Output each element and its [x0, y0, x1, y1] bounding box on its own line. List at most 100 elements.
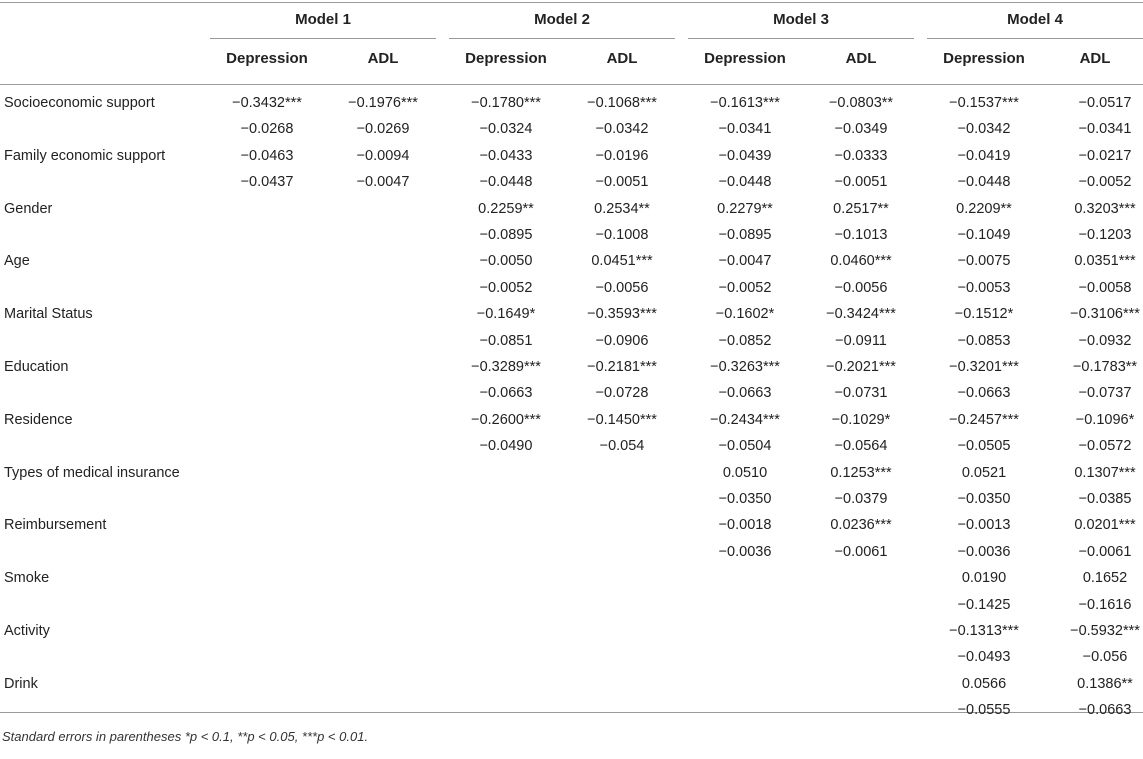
standard-error-cell: −0.056 [1082, 649, 1128, 666]
coefficient-cell [447, 514, 565, 536]
subheader-depression: Depression [226, 50, 308, 67]
standard-error-cell [208, 646, 326, 668]
standard-error-cell: −0.0504 [718, 438, 772, 455]
standard-error-cell: −0.0932 [1078, 332, 1132, 349]
standard-error-cell: −0.0448 [479, 174, 533, 191]
subheader-adl: ADL [1079, 50, 1111, 67]
standard-error-cell [563, 699, 681, 721]
standard-error-cell: −0.1049 [957, 226, 1011, 243]
coefficient-cell [208, 620, 326, 642]
standard-error-cell: −0.0061 [834, 543, 888, 560]
table-header-rule [0, 84, 1143, 85]
row-label: Types of medical insurance [4, 464, 180, 481]
row-label: Reimbursement [4, 517, 107, 534]
coefficient-cell: 0.0460*** [830, 253, 892, 270]
subheader-adl: ADL [367, 50, 399, 67]
standard-error-cell [324, 699, 442, 721]
standard-error-cell [802, 646, 920, 668]
coefficient-cell [324, 250, 442, 272]
standard-error-cell: −0.1013 [834, 226, 888, 243]
standard-error-cell: −0.0906 [595, 332, 649, 349]
coefficient-cell: 0.0190 [961, 570, 1007, 587]
coefficient-cell: −0.2600*** [471, 411, 541, 428]
coefficient-cell: −0.0463 [240, 147, 294, 164]
coefficient-cell: 0.2209** [956, 200, 1012, 217]
standard-error-cell: −0.0379 [834, 490, 888, 507]
coefficient-cell: −0.1029* [831, 411, 891, 428]
standard-error-cell [208, 488, 326, 510]
table-footnote: Standard errors in parentheses *p < 0.1,… [2, 729, 369, 744]
standard-error-cell: −0.0036 [718, 543, 772, 560]
coefficient-cell [324, 356, 442, 378]
standard-error-cell [324, 224, 442, 246]
coefficient-cell: 0.1652 [1082, 570, 1128, 587]
standard-error-cell [563, 541, 681, 563]
coefficient-cell: −0.1783** [1072, 359, 1138, 375]
standard-error-cell: −0.0853 [957, 332, 1011, 349]
standard-error-cell [324, 594, 442, 616]
standard-error-cell: −0.0728 [595, 385, 649, 402]
coefficient-cell: 0.2279** [717, 200, 773, 217]
standard-error-cell: −0.0051 [834, 174, 888, 191]
row-label: Age [4, 253, 30, 270]
standard-error-cell [208, 277, 326, 299]
coefficient-cell [802, 567, 920, 589]
subheader-depression: Depression [465, 50, 547, 67]
coefficient-cell [802, 620, 920, 642]
coefficient-cell: −0.0439 [718, 147, 772, 164]
coefficient-cell: −0.0217 [1078, 147, 1132, 164]
standard-error-cell [324, 488, 442, 510]
standard-error-cell [324, 330, 442, 352]
coefficient-cell: 0.1307*** [1074, 464, 1136, 481]
coefficient-cell [686, 620, 804, 642]
coefficient-cell: −0.0517 [1078, 95, 1132, 111]
standard-error-cell: −0.0731 [834, 385, 888, 402]
coefficient-cell: −0.1537*** [949, 95, 1019, 111]
coefficient-cell [324, 673, 442, 695]
coefficient-cell [686, 567, 804, 589]
coefficient-cell [802, 673, 920, 695]
coefficient-cell [208, 250, 326, 272]
subheader-depression: Depression [704, 50, 786, 67]
standard-error-cell [324, 646, 442, 668]
coefficient-cell [324, 462, 442, 484]
standard-error-cell: −0.0056 [834, 279, 888, 296]
model-4-header: Model 4 [1007, 11, 1063, 28]
standard-error-cell [324, 277, 442, 299]
coefficient-cell: −0.0047 [718, 253, 772, 270]
standard-error-cell: −0.0852 [718, 332, 772, 349]
coefficient-cell [563, 673, 681, 695]
standard-error-cell: −0.0663 [479, 385, 533, 402]
standard-error-cell: −0.0342 [595, 121, 649, 138]
standard-error-cell: −0.1008 [595, 226, 649, 243]
coefficient-cell [324, 620, 442, 642]
standard-error-cell: −0.1425 [957, 596, 1011, 613]
coefficient-cell: −0.0196 [595, 147, 649, 164]
standard-error-cell [208, 541, 326, 563]
standard-error-cell: −0.0663 [1078, 702, 1132, 719]
table-top-rule [0, 2, 1143, 3]
coefficient-cell: 0.0236*** [830, 517, 892, 534]
model-2-header: Model 2 [534, 11, 590, 28]
coefficient-cell: 0.1253*** [830, 464, 892, 481]
coefficient-cell: 0.0566 [961, 675, 1007, 692]
coefficient-cell [686, 673, 804, 695]
standard-error-cell: −0.0493 [957, 649, 1011, 666]
standard-error-cell: −0.0572 [1078, 438, 1132, 455]
coefficient-cell [208, 356, 326, 378]
coefficient-cell [208, 462, 326, 484]
standard-error-cell: −0.0895 [479, 226, 533, 243]
standard-error-cell [324, 382, 442, 404]
standard-error-cell: −0.0448 [957, 174, 1011, 191]
standard-error-cell: −0.0663 [957, 385, 1011, 402]
row-label: Smoke [4, 570, 50, 587]
coefficient-cell: −0.1096* [1075, 411, 1135, 428]
row-label: Drink [4, 675, 38, 692]
subheader-depression: Depression [943, 50, 1025, 67]
coefficient-cell: −0.0803** [828, 95, 894, 111]
coefficient-cell [324, 514, 442, 536]
coefficient-cell: −0.3201*** [949, 359, 1019, 375]
coefficient-cell: −0.0018 [718, 517, 772, 534]
standard-error-cell: −0.0341 [718, 121, 772, 138]
